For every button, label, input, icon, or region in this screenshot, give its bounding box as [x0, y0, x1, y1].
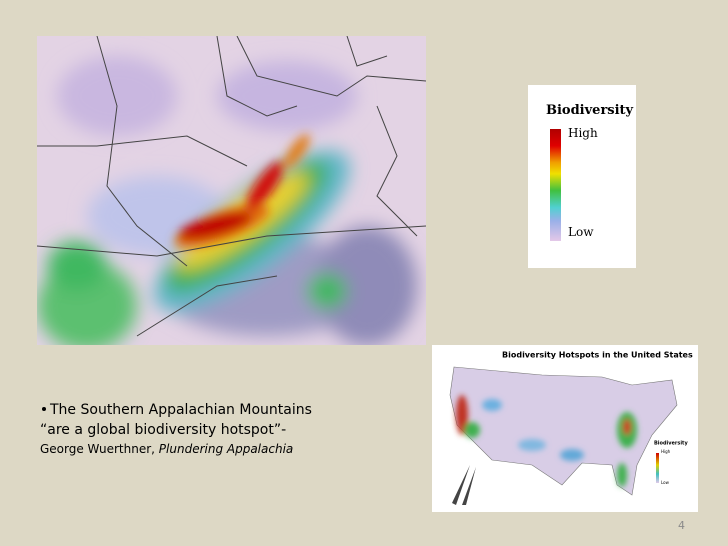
inset-legend-title: Biodiversity: [654, 441, 688, 447]
legend-color-bar: [550, 129, 561, 241]
quote: The Southern Appalachian Mountains “are …: [40, 400, 312, 458]
author: George Wuerthner,: [40, 442, 155, 456]
legend: Biodiversity High Low: [528, 85, 636, 268]
quote-text: The Southern Appalachian Mountains: [50, 402, 312, 418]
appalachia-map: [37, 36, 426, 345]
legend-title: Biodiversity: [546, 103, 634, 118]
attribution: George Wuerthner, Plundering Appalachia: [40, 440, 312, 458]
inset-legend-high: High: [661, 449, 671, 454]
book-title: Plundering Appalachia: [158, 442, 294, 456]
inset-map-panel: Biodiversity Hotspots in the United Stat…: [432, 345, 698, 512]
inset-legend-low: Low: [661, 480, 670, 485]
inset-map: Biodiversity Hotspots in the United Stat…: [449, 351, 693, 505]
legend-low-label: Low: [568, 225, 594, 239]
bullet: [42, 407, 46, 411]
quote-line: The Southern Appalachian Mountains: [40, 400, 312, 420]
us-outline: [449, 366, 678, 496]
legend-high-label: High: [568, 126, 598, 140]
inset-legend-bar: [656, 453, 659, 483]
slide-number: 4: [678, 519, 685, 532]
inset-title: Biodiversity Hotspots in the United Stat…: [502, 351, 693, 360]
inset-alaska-hawaii: [452, 465, 476, 505]
quote-line: “are a global biodiversity hotspot”-: [40, 422, 287, 438]
